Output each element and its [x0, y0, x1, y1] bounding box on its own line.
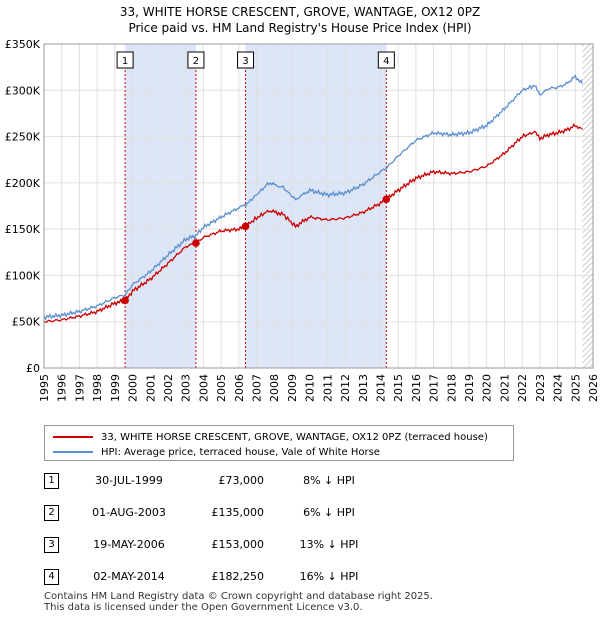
sale-number-badge: 3 [44, 537, 59, 553]
sale-price: £182,250 [211, 570, 265, 583]
sale-point [382, 195, 391, 204]
x-tick-label: 1997 [73, 374, 86, 402]
legend: 33, WHITE HORSE CRESCENT, GROVE, WANTAGE… [44, 425, 514, 461]
x-tick-label: 2026 [587, 374, 600, 402]
x-tick-label: 2022 [516, 374, 529, 402]
sale-label-text: 1 [122, 56, 128, 67]
x-tick-label: 1999 [109, 374, 122, 402]
sale-date: 02-MAY-2014 [93, 570, 165, 583]
sale-row: 3 19-MAY-2006 £153,000 13% ↓ HPI [44, 537, 464, 553]
legend-label-property: 33, WHITE HORSE CRESCENT, GROVE, WANTAGE… [101, 431, 488, 443]
legend-item-hpi: HPI: Average price, terraced house, Vale… [53, 445, 380, 459]
x-tick-label: 2001 [144, 374, 157, 402]
x-tick-label: 2024 [552, 374, 565, 402]
property-price-line [43, 123, 583, 323]
x-tick-label: 1996 [56, 374, 69, 402]
sale-vlines: 1 2 3 4 [116, 51, 395, 368]
x-tick-label: 2020 [481, 374, 494, 402]
footer-line-1: Contains HM Land Registry data © Crown c… [44, 591, 433, 602]
sale-number-badge: 4 [44, 569, 59, 585]
footer: Contains HM Land Registry data © Crown c… [44, 591, 433, 613]
x-tick-label: 2000 [127, 374, 140, 402]
x-tick-label: 2014 [374, 374, 387, 402]
x-tick-label: 2025 [569, 374, 582, 402]
title-line-1: 33, WHITE HORSE CRESCENT, GROVE, WANTAGE… [119, 5, 481, 19]
legend-item-property: 33, WHITE HORSE CRESCENT, GROVE, WANTAGE… [53, 430, 488, 444]
forecast-hatch [582, 44, 593, 368]
x-tick-label: 2019 [463, 374, 476, 402]
sale-hpi-diff: 13% ↓ HPI [299, 538, 359, 551]
sale-label-box [377, 51, 395, 69]
y-tick-label: £150K [5, 223, 41, 236]
sale-label-box [237, 51, 255, 69]
y-tick-label: £50K [12, 316, 41, 329]
hpi-line [43, 74, 584, 321]
sale-row: 1 30-JUL-1999 £73,000 8% ↓ HPI [44, 473, 464, 489]
x-tick-label: 1995 [38, 374, 51, 402]
x-tick-label: 2012 [339, 374, 352, 402]
sale-label-text: 3 [242, 56, 248, 67]
sale-date: 01-AUG-2003 [92, 506, 166, 519]
y-tick-label: £100K [5, 269, 41, 282]
shaded-ranges [125, 44, 593, 368]
y-tick-label: £0 [26, 362, 40, 375]
sale-row: 4 02-MAY-2014 £182,250 16% ↓ HPI [44, 569, 464, 585]
sale-date: 19-MAY-2006 [93, 538, 165, 551]
x-tick-label: 2015 [392, 374, 405, 402]
sale-label-text: 2 [193, 56, 199, 67]
x-tick-label: 2006 [233, 374, 246, 402]
sale-hpi-diff: 16% ↓ HPI [299, 570, 359, 583]
axes: £0 £50K £100K £150K £200K £250K £300K £350K 1995… [5, 38, 600, 402]
y-tick-label: £200K [5, 177, 41, 190]
x-tick-label: 2004 [197, 374, 210, 402]
x-tick-label: 2018 [445, 374, 458, 402]
x-tick-label: 1998 [91, 374, 104, 402]
sale-markers [121, 195, 391, 305]
series-lines [43, 74, 584, 323]
y-tick-label: £350K [5, 38, 41, 51]
x-tick-label: 2010 [304, 374, 317, 402]
x-tick-label: 2009 [286, 374, 299, 402]
sale-number-badge: 2 [44, 505, 59, 521]
x-tick-label: 2002 [162, 374, 175, 402]
footer-line-2: This data is licensed under the Open Gov… [44, 602, 363, 613]
sale-label-box [116, 51, 134, 69]
legend-label-hpi: HPI: Average price, terraced house, Vale… [101, 446, 380, 458]
y-tick-label: £300K [5, 84, 41, 97]
x-tick-label: 2021 [498, 374, 511, 402]
x-tick-label: 2005 [215, 374, 228, 402]
legend-swatch-hpi [53, 451, 93, 453]
sale-row: 2 01-AUG-2003 £135,000 6% ↓ HPI [44, 505, 464, 521]
x-tick-label: 2016 [410, 374, 423, 402]
sale-point [121, 296, 129, 305]
plot-frame [43, 43, 594, 369]
sale-point [192, 239, 200, 247]
sale-date: 30-JUL-1999 [95, 474, 163, 487]
title-line-2: Price paid vs. HM Land Registry's House … [128, 21, 472, 35]
x-tick-label: 2011 [321, 374, 334, 402]
sale-label-box [187, 51, 205, 69]
sale-hpi-diff: 6% ↓ HPI [303, 506, 355, 519]
sale-price: £153,000 [211, 538, 265, 551]
x-tick-label: 2003 [180, 374, 193, 402]
sale-price: £135,000 [211, 506, 265, 519]
shaded-range [125, 44, 196, 368]
legend-swatch-property [53, 436, 93, 438]
x-tick-label: 2017 [428, 374, 441, 402]
sale-label-text: 4 [383, 56, 389, 67]
x-tick-label: 2007 [251, 374, 264, 402]
sale-point [241, 222, 250, 231]
y-tick-label: £250K [5, 131, 41, 144]
x-tick-label: 2023 [534, 374, 547, 402]
shaded-range [245, 44, 387, 368]
sale-hpi-diff: 8% ↓ HPI [303, 474, 355, 487]
x-tick-label: 2013 [357, 374, 370, 402]
price-chart: 1 2 3 4 £0 £50K £100K £150K £200K £250K £300K £350… [5, 38, 600, 402]
sale-price: £73,000 [218, 474, 265, 487]
chart-title: 33, WHITE HORSE CRESCENT, GROVE, WANTAGE… [0, 4, 600, 36]
sale-number-badge: 1 [44, 473, 59, 489]
x-tick-label: 2008 [268, 374, 281, 402]
